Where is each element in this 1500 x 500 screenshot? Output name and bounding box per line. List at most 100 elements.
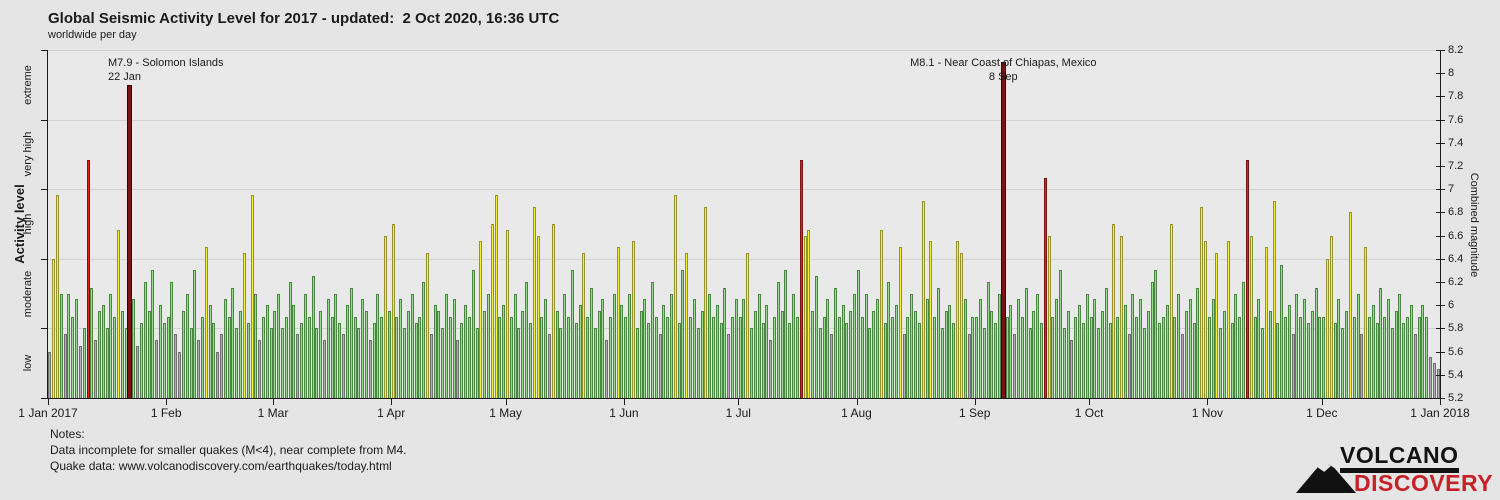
right-axis-tick-label: 6 — [1448, 299, 1455, 312]
bar — [326, 299, 330, 398]
bar — [1268, 311, 1272, 398]
bar — [853, 293, 857, 398]
bar — [486, 293, 490, 398]
bar — [1287, 305, 1291, 398]
bar — [456, 340, 460, 398]
bar — [574, 322, 578, 398]
bar — [338, 322, 342, 398]
earthquake-annotation: M7.9 - Solomon Islands 22 Jan — [108, 56, 224, 84]
bar — [1306, 322, 1310, 398]
bar — [689, 316, 693, 398]
bar — [1047, 235, 1051, 398]
bar — [711, 316, 715, 398]
right-axis-tick — [1436, 189, 1445, 191]
right-axis-tick-label: 5.2 — [1448, 392, 1464, 404]
month-tick — [738, 398, 740, 405]
notes-line-1: Data incomplete for smaller quakes (M<4)… — [50, 443, 407, 457]
bar — [1322, 316, 1326, 398]
bar — [1142, 328, 1146, 398]
bar — [994, 322, 998, 398]
bar — [296, 334, 300, 398]
volcano-discovery-logo: VOLCANO DISCOVERY — [1296, 444, 1493, 496]
bar — [1020, 316, 1024, 398]
bar — [944, 311, 948, 398]
bar — [761, 322, 765, 398]
bar — [578, 305, 582, 398]
bar — [1421, 305, 1425, 398]
bar — [56, 195, 60, 398]
gridline — [48, 50, 1440, 51]
left-axis-tick — [41, 258, 48, 260]
bar — [1165, 305, 1169, 398]
bar — [67, 293, 71, 398]
bar — [1387, 299, 1390, 398]
month-tick — [1321, 398, 1323, 405]
bar — [273, 311, 277, 398]
bar — [1081, 322, 1085, 398]
bar — [1108, 322, 1112, 398]
bar — [1181, 334, 1185, 398]
bar — [1078, 305, 1082, 398]
bar — [1116, 316, 1120, 398]
bar — [845, 322, 849, 398]
month-tick-label: 1 Jul — [725, 406, 751, 420]
bar — [990, 311, 994, 398]
bar — [1169, 224, 1173, 398]
bar — [525, 282, 529, 398]
bar — [658, 334, 662, 398]
month-tick — [273, 398, 274, 405]
bar — [731, 316, 735, 398]
bar — [567, 316, 571, 398]
right-axis-tick-label: 7.4 — [1448, 136, 1464, 149]
bar — [178, 351, 182, 398]
bar — [1093, 299, 1097, 398]
bar — [1173, 316, 1177, 398]
bar — [1215, 253, 1219, 398]
right-axis-tick — [1436, 212, 1445, 214]
bar — [1146, 311, 1150, 398]
bar — [231, 287, 235, 398]
bar — [704, 206, 708, 398]
bar — [1337, 299, 1341, 398]
bar — [589, 287, 593, 398]
bar — [445, 293, 449, 398]
bar — [734, 299, 738, 398]
right-axis-tick — [1436, 50, 1445, 51]
bar — [437, 311, 441, 398]
bar — [1059, 270, 1063, 398]
bar — [978, 299, 982, 398]
right-axis-tick — [1436, 235, 1445, 237]
bar — [792, 293, 796, 398]
right-axis-tick-label: 7.8 — [1448, 90, 1464, 103]
bar — [261, 316, 265, 398]
bar — [284, 316, 288, 398]
month-tick-label: 1 Jan 2017 — [18, 406, 78, 420]
bar — [917, 322, 921, 398]
earthquake-annotation: M8.1 - Near Coast of Chiapas, Mexico 8 Se… — [910, 56, 1096, 84]
bar — [631, 241, 635, 398]
bar — [475, 328, 479, 398]
bar — [159, 305, 162, 398]
bar — [101, 305, 105, 398]
bar — [1425, 316, 1429, 398]
bar — [624, 316, 628, 398]
left-axis-tick — [41, 119, 48, 121]
bar — [1253, 316, 1257, 398]
bar — [860, 316, 864, 398]
month-tick — [623, 398, 625, 405]
bar — [1051, 316, 1055, 398]
bar — [1375, 322, 1379, 398]
bar — [441, 328, 445, 398]
bar — [948, 305, 952, 398]
bar — [364, 311, 368, 398]
annotation-magnitude-location: M7.9 - Solomon Islands — [108, 57, 224, 69]
bar — [967, 334, 971, 398]
bar — [742, 299, 746, 398]
bar — [1257, 299, 1261, 398]
bar — [105, 328, 109, 398]
bar — [311, 276, 315, 398]
bar — [292, 305, 296, 398]
bar — [452, 299, 456, 398]
bar — [242, 253, 246, 398]
bar — [1299, 316, 1303, 398]
